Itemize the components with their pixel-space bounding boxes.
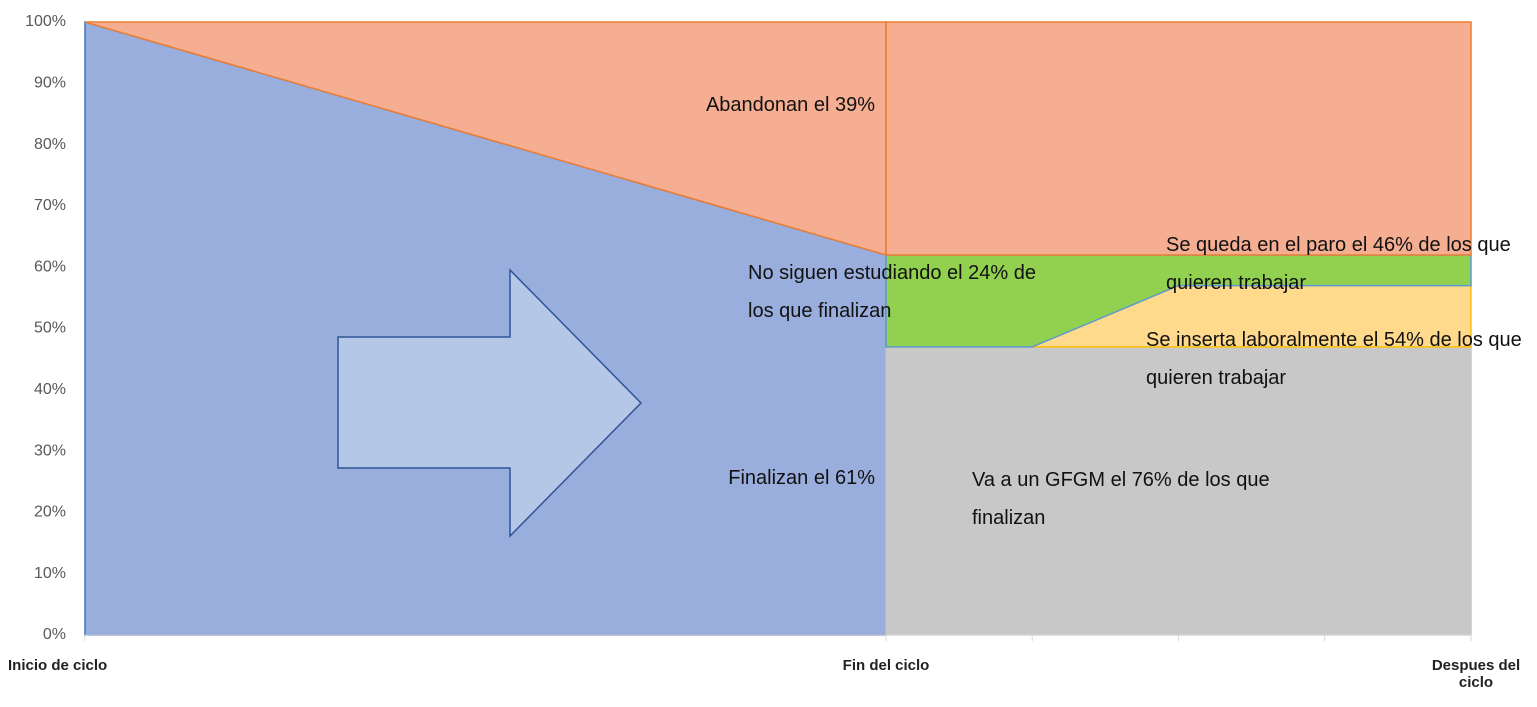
y-tick-label: 10%: [34, 565, 66, 582]
x-tick-label: Despues del ciclo: [1431, 657, 1521, 691]
annotation: Abandonan el 39%: [705, 94, 875, 116]
y-tick-label: 30%: [34, 442, 66, 459]
annotation: No siguen estudiando el 24% de los que f…: [748, 262, 1036, 322]
annotation: Finalizan el 61%: [728, 467, 875, 489]
arrow: [337, 268, 643, 538]
area: [885, 21, 1472, 256]
y-tick-label: 100%: [25, 13, 66, 30]
x-tick-label: Inicio de ciclo: [8, 657, 108, 674]
x-tick-label: Fin del ciclo: [842, 657, 930, 674]
y-tick-label: 80%: [34, 136, 66, 153]
y-tick-label: 20%: [34, 504, 66, 521]
annotation: Se inserta laboralmente el 54% de los qu…: [1146, 329, 1522, 389]
annotation: Se queda en el paro el 46% de los que qu…: [1166, 234, 1511, 294]
y-tick-label: 40%: [34, 381, 66, 398]
y-tick-label: 90%: [34, 75, 66, 92]
y-tick-label: 50%: [34, 320, 66, 337]
y-tick-label: 60%: [34, 258, 66, 275]
annotation: Va a un GFGM el 76% de los que finalizan: [972, 469, 1270, 529]
y-tick-label: 70%: [34, 197, 66, 214]
y-tick-label: 0%: [43, 626, 66, 643]
